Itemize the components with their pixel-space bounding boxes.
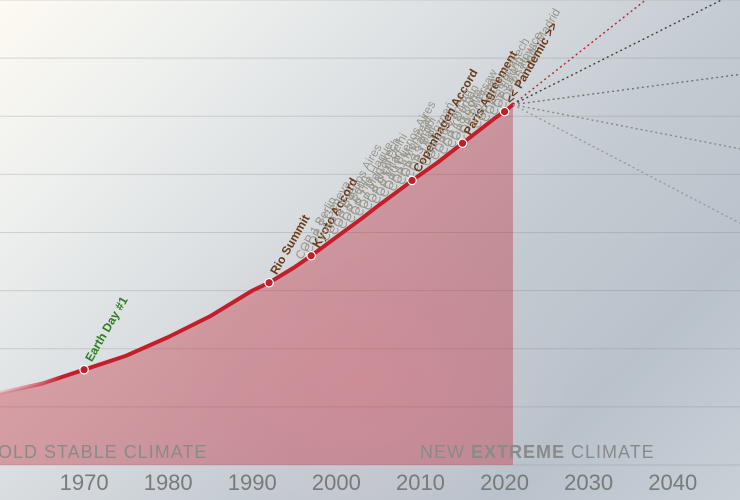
event-marker	[307, 252, 315, 260]
event-label-group: Earth Day #1	[82, 294, 131, 364]
projection-p3	[513, 74, 740, 104]
x-tick-label: 2040	[648, 470, 697, 495]
projection-p5	[513, 105, 740, 224]
x-tick-label: 1980	[144, 470, 193, 495]
x-tick-label: 2020	[480, 470, 529, 495]
event-marker	[408, 176, 416, 184]
era-label-left: OLD STABLE CLIMATE	[0, 442, 207, 462]
chart-svg: 1970 1980 1990 2000 2010 2020 2030 2040 OLD STAB…	[0, 0, 740, 500]
event-marker	[80, 365, 88, 373]
event-label: Earth Day #1	[82, 294, 131, 364]
x-tick-label: 1970	[60, 470, 109, 495]
event-marker	[265, 279, 273, 287]
x-tick-label: 1990	[228, 470, 277, 495]
projection-p4	[513, 105, 740, 149]
x-tick-label: 2030	[564, 470, 613, 495]
event-marker	[458, 139, 466, 147]
x-tick-label: 2010	[396, 470, 445, 495]
era-label-right: NEW EXTREME CLIMATE	[420, 442, 655, 462]
x-tick-label: 2000	[312, 470, 361, 495]
event-marker	[500, 107, 508, 115]
